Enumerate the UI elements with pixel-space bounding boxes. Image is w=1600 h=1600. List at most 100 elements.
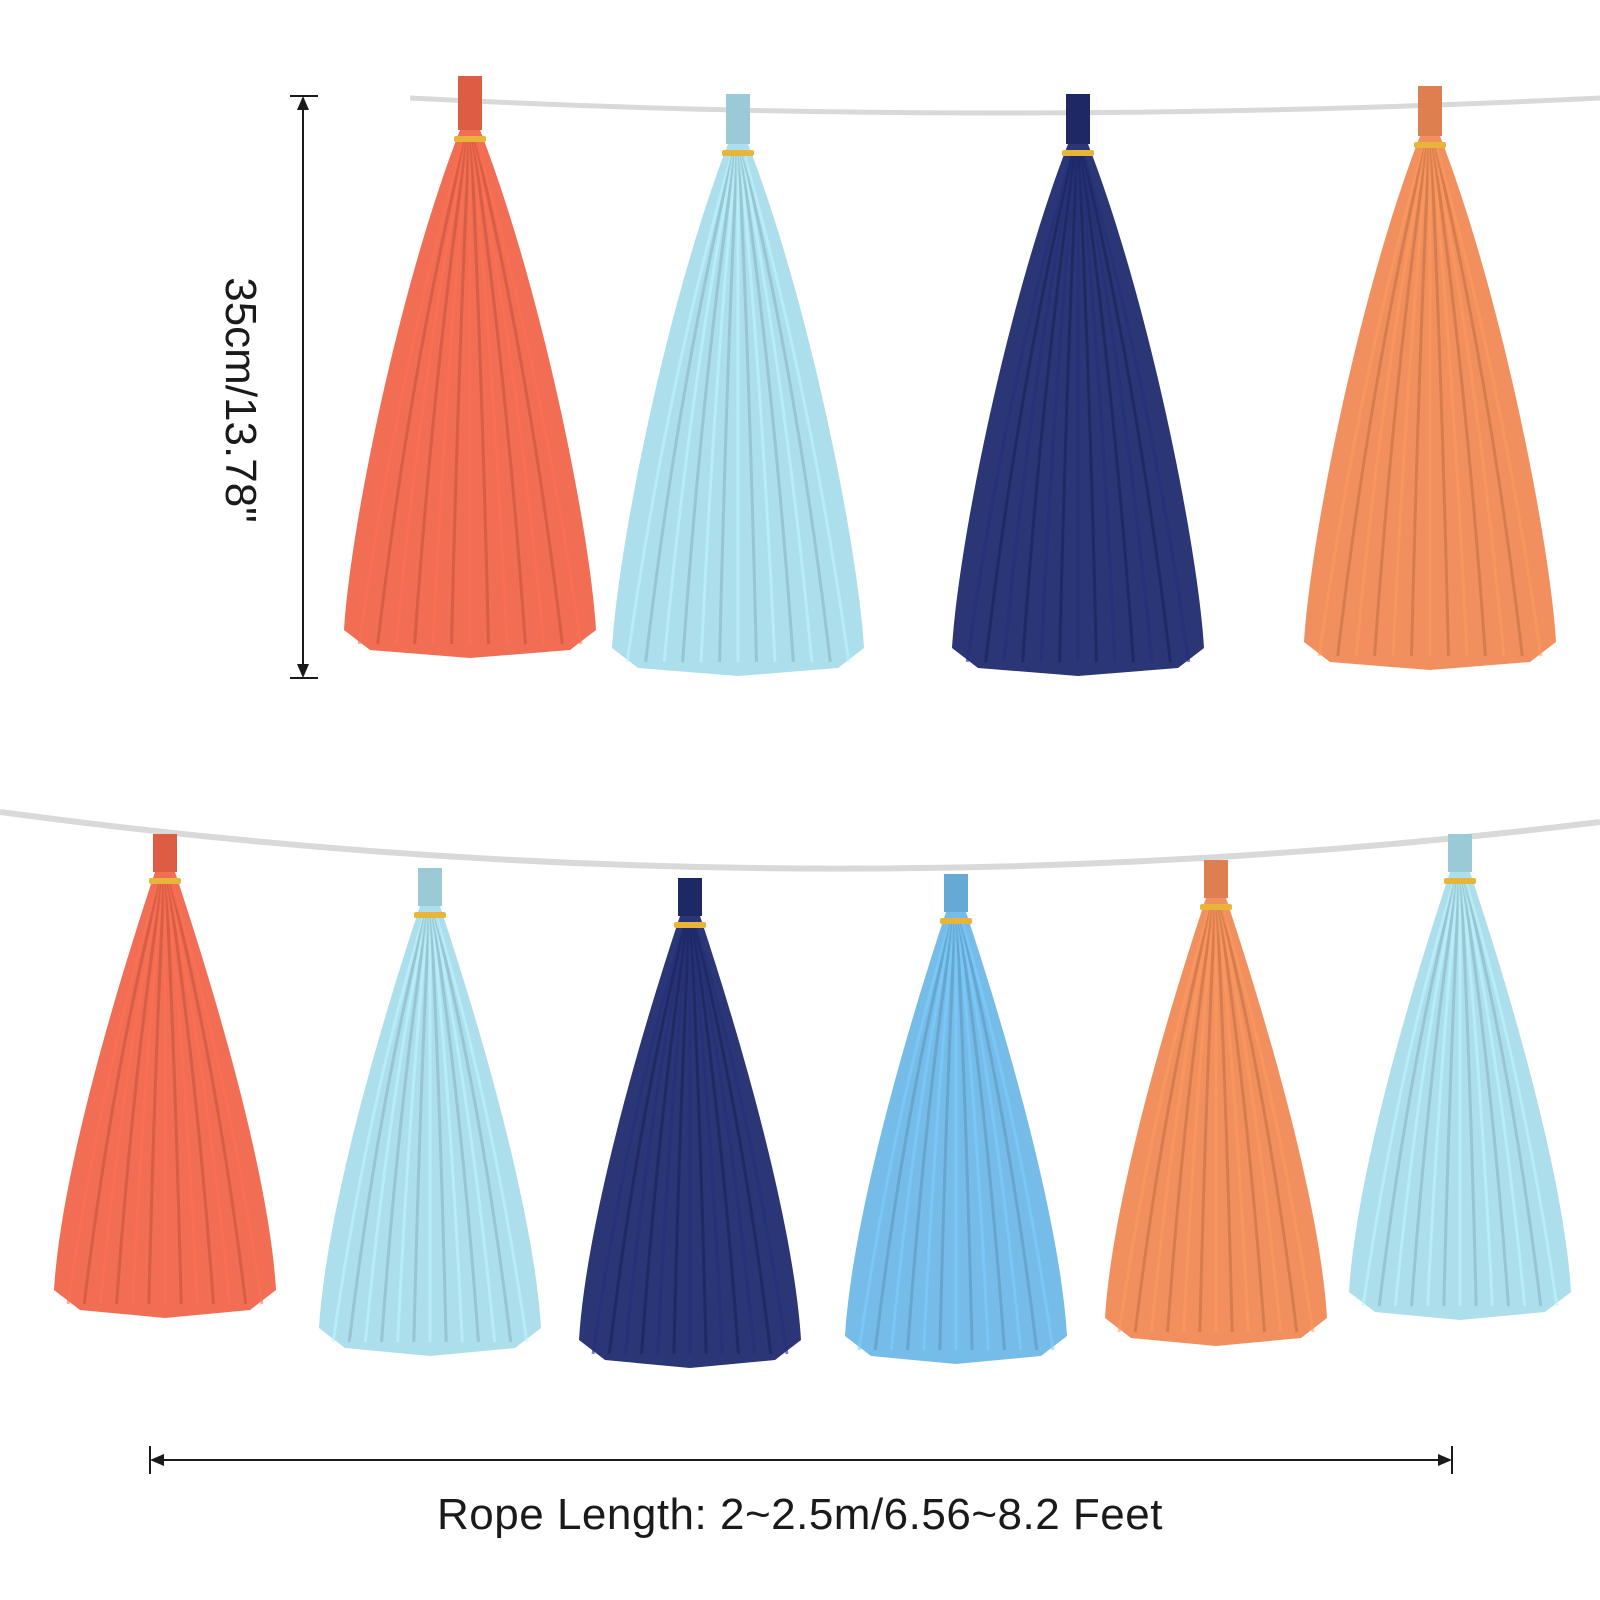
tassel-strand bbox=[1149, 907, 1214, 1333]
tassel-strand bbox=[1219, 907, 1299, 1333]
gold-clip bbox=[940, 918, 972, 924]
tassel-strand bbox=[168, 881, 248, 1305]
tassel-strand bbox=[471, 139, 527, 645]
tassel-strand bbox=[1410, 145, 1431, 657]
tassel-strand bbox=[1216, 907, 1250, 1333]
tassel-strand bbox=[430, 915, 464, 1343]
tassel-strand bbox=[1442, 881, 1461, 1307]
tassel-strand bbox=[692, 925, 757, 1355]
tassel-strand bbox=[960, 921, 1055, 1351]
tassel-strand bbox=[1433, 145, 1524, 657]
tassel-strand bbox=[1373, 145, 1429, 657]
tassel-strand bbox=[739, 153, 795, 663]
tassel-strand bbox=[1462, 881, 1527, 1307]
tassel-bottom-6 bbox=[1349, 834, 1571, 1320]
tassel-strand bbox=[1461, 881, 1510, 1307]
tassel-strand bbox=[433, 915, 513, 1343]
tassel-strand bbox=[889, 921, 954, 1351]
tassel-strand bbox=[740, 153, 814, 663]
tassel-strand bbox=[938, 921, 957, 1351]
tassel-strand bbox=[984, 153, 1075, 663]
tassel-strand bbox=[431, 139, 470, 645]
tassel-strand bbox=[662, 153, 736, 663]
tassel-strand bbox=[357, 139, 466, 645]
tassel-strand bbox=[689, 925, 708, 1355]
tassel-strand bbox=[1166, 907, 1215, 1333]
tassel-strand bbox=[741, 153, 832, 663]
tassel-strand bbox=[1082, 153, 1191, 663]
tassel-strand bbox=[873, 921, 953, 1351]
tassel-strand bbox=[1021, 153, 1077, 663]
tassel-strand bbox=[147, 881, 166, 1305]
tassel-strand bbox=[376, 139, 467, 645]
bottom-rope bbox=[0, 809, 1600, 872]
tassel-bottom-1 bbox=[54, 834, 276, 1318]
tassel-strand bbox=[1463, 881, 1543, 1307]
tassel-strand bbox=[1182, 907, 1216, 1333]
tassel-strand bbox=[469, 139, 490, 645]
tassel-strand bbox=[1460, 881, 1494, 1307]
tassel-loop bbox=[1204, 860, 1228, 898]
tassel-loop bbox=[418, 868, 442, 906]
tassel-strand bbox=[434, 915, 529, 1343]
rope-length-dimension-marker bbox=[149, 1446, 1453, 1474]
tassel-loop bbox=[458, 76, 482, 130]
tassel-bottom-4 bbox=[845, 874, 1067, 1364]
tassel-bottom-5 bbox=[1105, 860, 1327, 1346]
tassel-top-3 bbox=[952, 94, 1204, 676]
tassel-strand bbox=[656, 925, 690, 1355]
tassel-top-2 bbox=[612, 94, 864, 676]
tassel-strand bbox=[413, 139, 469, 645]
tassel-strand bbox=[965, 153, 1074, 663]
tassel-loop bbox=[1418, 86, 1442, 136]
tassel-strand bbox=[98, 881, 163, 1305]
tassel-strand bbox=[625, 153, 734, 663]
tassel-bottom-3 bbox=[579, 878, 801, 1368]
tassel-strand bbox=[166, 881, 215, 1305]
height-dimension-marker bbox=[290, 95, 318, 679]
tassel-strand bbox=[857, 921, 952, 1351]
tassel-strand bbox=[331, 915, 426, 1343]
tassel-strand bbox=[1077, 153, 1098, 663]
tassel-strand bbox=[363, 915, 428, 1343]
tassel-strand bbox=[644, 153, 735, 663]
tassel-loop bbox=[726, 94, 750, 144]
tassel-strand bbox=[1133, 907, 1213, 1333]
tassel-strand bbox=[1220, 907, 1315, 1333]
tassel-strand bbox=[115, 881, 164, 1305]
tassel-strand bbox=[691, 925, 740, 1355]
tassel-strand bbox=[959, 921, 1039, 1351]
tassel-strand bbox=[690, 925, 724, 1355]
tassel-loop bbox=[1066, 94, 1090, 144]
tassel-strand bbox=[1459, 881, 1478, 1307]
tassel-strand bbox=[82, 881, 162, 1305]
tassel-strand bbox=[623, 925, 688, 1355]
tassel-strand bbox=[169, 881, 264, 1305]
gold-clip bbox=[414, 912, 446, 918]
tassel-strand bbox=[957, 921, 1006, 1351]
tassel-strand bbox=[394, 139, 468, 645]
tassel-strand bbox=[1393, 881, 1458, 1307]
tassel-strand bbox=[955, 921, 974, 1351]
tassel-strand bbox=[742, 153, 851, 663]
tassel-strand bbox=[1198, 907, 1217, 1333]
tassel-strand bbox=[1410, 881, 1459, 1307]
tassel-strand bbox=[1430, 145, 1469, 657]
tassel-strand bbox=[1426, 881, 1460, 1307]
tassel-strand bbox=[396, 915, 430, 1343]
tassel-group bbox=[54, 76, 1571, 1368]
tassel-strand bbox=[699, 153, 738, 663]
tassel-strand bbox=[66, 881, 161, 1305]
tassel-strand bbox=[412, 915, 431, 1343]
tassel-strand bbox=[1464, 881, 1559, 1307]
tassel-strand bbox=[1218, 907, 1283, 1333]
tassel-strand bbox=[1336, 145, 1427, 657]
tassel-loop bbox=[678, 878, 702, 916]
tassel-loop bbox=[153, 834, 177, 872]
tassel-strand bbox=[1215, 907, 1234, 1333]
tassel-strand bbox=[591, 925, 686, 1355]
tassel-strand bbox=[922, 921, 956, 1351]
tassel-strand bbox=[718, 153, 739, 663]
tassel-strand bbox=[347, 915, 427, 1343]
tassel-loop bbox=[944, 874, 968, 912]
